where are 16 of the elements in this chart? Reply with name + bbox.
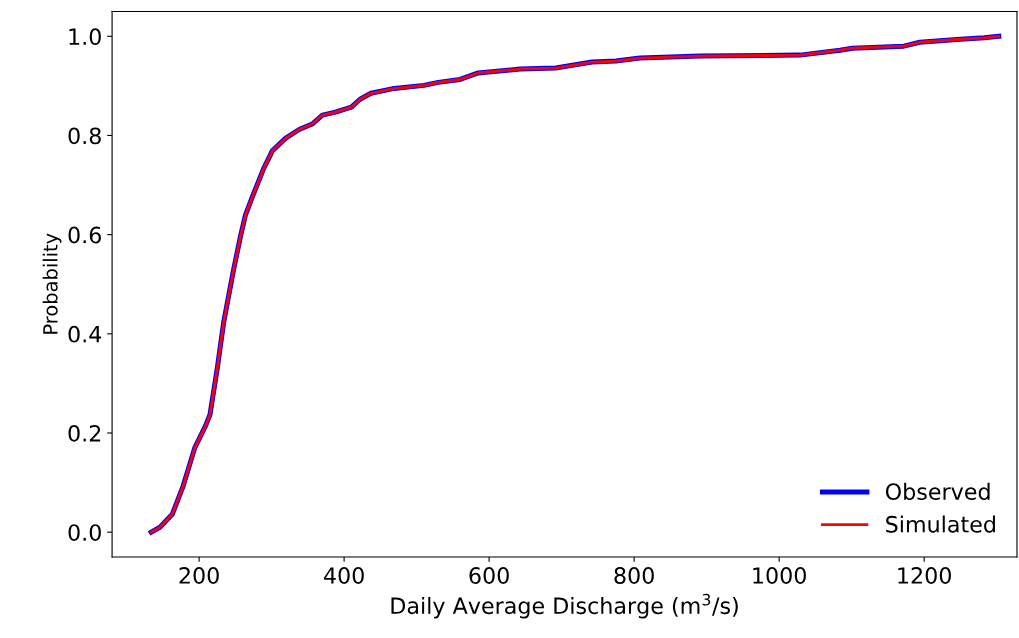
y-tick-label: 0.0 <box>68 524 101 541</box>
x-axis-title: Daily Average Discharge (m$^{3}$/s) <box>391 593 738 619</box>
y-tick-label: 1.0 <box>69 28 101 46</box>
x-tick-label: 1200 <box>898 567 951 584</box>
legend-label: Observed <box>885 482 990 501</box>
x-tick-label: 400 <box>323 567 364 584</box>
x-tick-label: 200 <box>179 567 219 584</box>
x-tick-label: 1000 <box>753 567 806 584</box>
x-tick-label: 600 <box>469 567 509 584</box>
y-tick-label: 0.8 <box>68 127 101 145</box>
y-tick-label: 0.4 <box>68 325 102 343</box>
x-tick-label: 800 <box>614 567 654 584</box>
y-tick-label: 0.6 <box>68 226 101 244</box>
legend-label: Simulated <box>886 515 995 533</box>
y-axis-title: Probability <box>42 233 62 334</box>
y-tick-label: 0.2 <box>68 424 101 442</box>
